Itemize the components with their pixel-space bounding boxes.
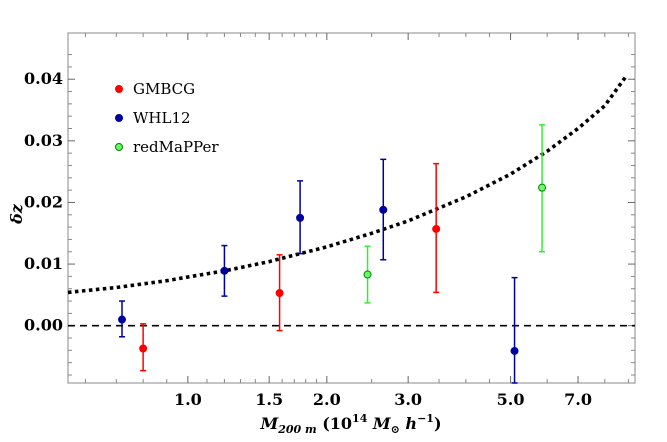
y-tick-label: 0.00: [24, 316, 63, 335]
x-label-open: (10: [317, 414, 352, 433]
data-point: [510, 346, 519, 355]
x-label-sun: ⊙: [391, 423, 400, 436]
x-label-h: h: [400, 414, 417, 433]
x-tick-label: 1.0: [174, 390, 202, 409]
x-label-exp: 14: [352, 412, 368, 425]
y-axis-label: δz: [7, 203, 26, 225]
legend-label: redMaPPer: [133, 138, 219, 156]
y-tick-label: 0.03: [24, 131, 63, 150]
x-label-m: M: [259, 414, 279, 433]
data-point: [275, 289, 284, 298]
data-point: [363, 270, 372, 279]
data-point: [379, 205, 388, 214]
x-tick-label: 2.0: [313, 390, 341, 409]
y-tick-label: 0.01: [24, 254, 63, 273]
x-label-sub: 200 m: [277, 423, 316, 436]
legend-label: WHL12: [133, 109, 191, 127]
y-tick-label: 0.04: [24, 69, 63, 88]
data-point: [118, 315, 127, 324]
x-label-hexp: −1: [417, 412, 434, 425]
x-tick-label: 7.0: [564, 390, 592, 409]
data-point: [220, 266, 229, 275]
x-label-close: ): [434, 414, 442, 433]
x-label-mid: M: [367, 414, 392, 433]
y-tick-label: 0.02: [24, 192, 63, 211]
data-point: [432, 224, 441, 233]
legend-marker: [115, 143, 123, 151]
data-point: [296, 213, 305, 222]
x-axis-label: M200 m (1014 M⊙ h−1): [259, 412, 441, 436]
x-tick-label: 5.0: [497, 390, 525, 409]
data-point: [139, 344, 148, 353]
x-tick-label: 3.0: [394, 390, 422, 409]
fit-curve: [67, 75, 628, 295]
legend-label: GMBCG: [133, 80, 195, 98]
data-point: [538, 183, 547, 192]
legend-marker: [115, 114, 123, 122]
legend: GMBCG WHL12 redMaPPer: [115, 80, 219, 156]
x-tick-label: 1.5: [255, 390, 283, 409]
legend-marker: [115, 85, 123, 93]
plot-frame: [67, 32, 636, 384]
